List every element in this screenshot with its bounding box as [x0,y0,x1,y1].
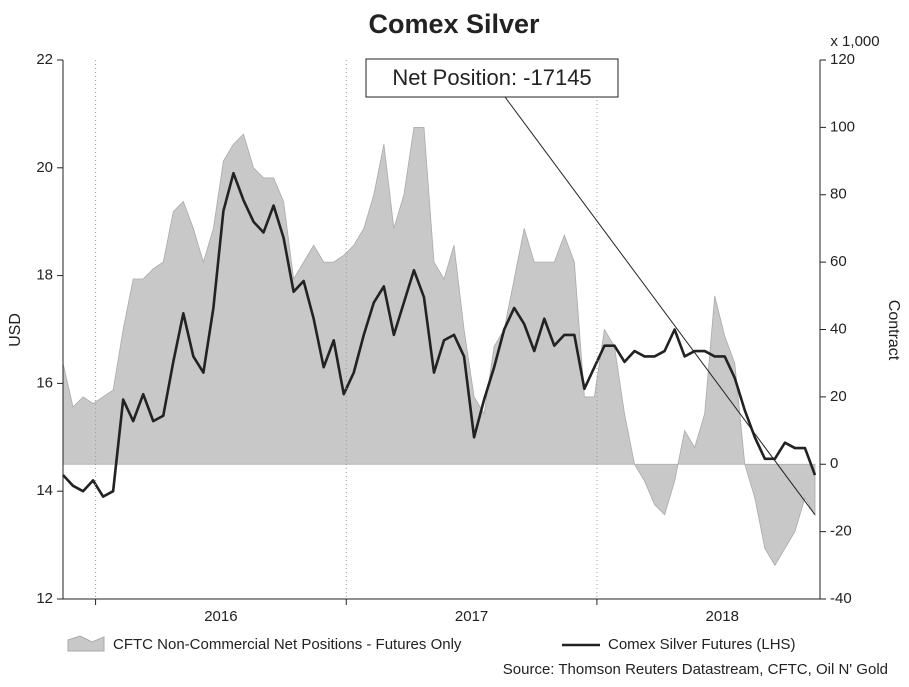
y-tick-label: 12 [36,590,53,607]
line [62,171,817,498]
x-tick-label: 2018 [706,608,739,625]
y-tick-label: 16 [36,374,53,391]
legend-area-icon [67,635,105,652]
chart-title: Comex Silver [368,9,540,39]
y-tick-label: 20 [36,159,53,176]
y2-tick-label: -40 [830,590,852,607]
y-tick-label: 14 [36,482,53,499]
y-tick-label: 22 [36,51,53,68]
y2-tick-label: 20 [830,388,847,405]
y2-tick-label: 0 [830,455,838,472]
source: Source: Thomson Reuters Datastream, CFTC… [503,661,888,678]
y2-tick-label: 40 [830,320,847,337]
y2-tick-label: 120 [830,51,855,68]
y2-axis-label: Contract [885,300,902,361]
y2-tick-label: 80 [830,186,847,203]
x-tick-label: 2016 [204,608,237,625]
area [62,126,816,567]
y2-tick-label: -20 [830,523,852,540]
y2-tick-label: 60 [830,253,847,270]
legend-label: CFTC Non-Commercial Net Positions - Futu… [113,636,462,653]
y2-tick-label: 100 [830,118,855,135]
y2-unit: x 1,000 [830,33,879,50]
x-tick-label: 2017 [455,608,488,625]
legend-label: Comex Silver Futures (LHS) [608,636,796,653]
annotation-leader [504,96,816,516]
y-tick-label: 18 [36,267,53,284]
annotation: Net Position: -17145 [392,65,591,90]
y-axis-label: USD [7,313,24,347]
annotation-box [365,58,619,98]
